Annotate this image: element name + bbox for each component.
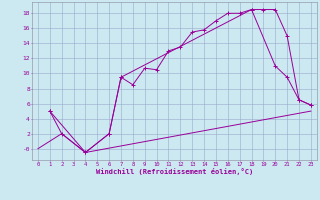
X-axis label: Windchill (Refroidissement éolien,°C): Windchill (Refroidissement éolien,°C) [96,168,253,175]
